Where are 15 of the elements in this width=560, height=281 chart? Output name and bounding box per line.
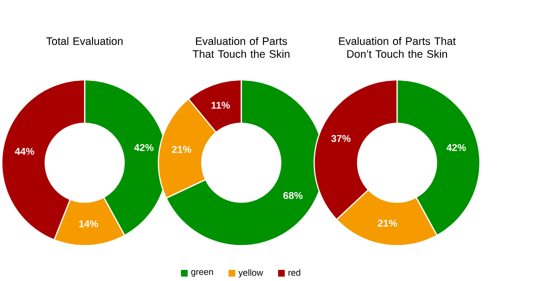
chart-title: Total Evaluation (46, 36, 123, 45)
data-label: 11% (212, 102, 230, 109)
data-label: 21% (172, 146, 192, 153)
data-label: 37% (331, 134, 351, 142)
legend-label: red (288, 269, 300, 276)
data-label: 68% (283, 192, 303, 199)
legend-label: yellow (238, 269, 264, 278)
chart-title: Evaluation of Parts That Touch the Skin (192, 36, 290, 58)
data-label: 44% (14, 148, 34, 155)
data-label: 42% (134, 144, 154, 151)
data-label: 42% (446, 144, 466, 151)
legend-label: green (191, 270, 213, 277)
data-label: 21% (378, 220, 398, 227)
data-label: 14% (79, 220, 98, 228)
chart-title: Evaluation of Parts That Don’t Touch the Skin (339, 36, 456, 58)
